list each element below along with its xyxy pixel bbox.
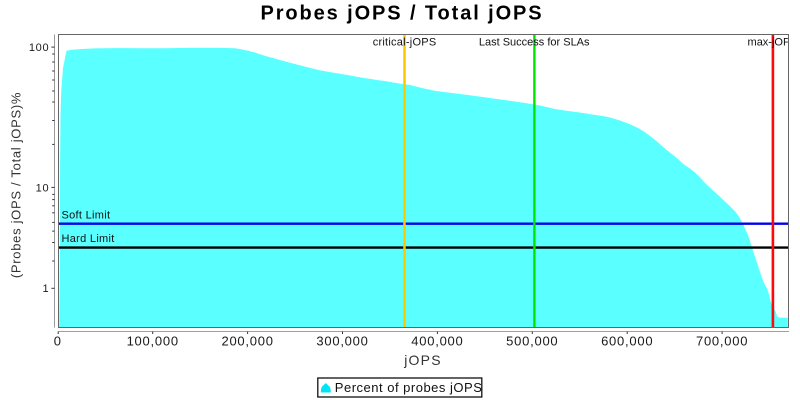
svg-text:300,000: 300,000 — [316, 334, 368, 349]
svg-text:10: 10 — [36, 182, 50, 194]
svg-text:700,000: 700,000 — [696, 334, 748, 349]
svg-text:500,000: 500,000 — [506, 334, 558, 349]
svg-text:0: 0 — [54, 334, 62, 349]
svg-text:jOPS: jOPS — [403, 352, 441, 368]
svg-text:400,000: 400,000 — [411, 334, 463, 349]
svg-text:Probes jOPS / Total jOPS: Probes jOPS / Total jOPS — [260, 2, 543, 24]
svg-text:200,000: 200,000 — [221, 334, 273, 349]
svg-text:100,000: 100,000 — [127, 334, 179, 349]
svg-text:max-jOPS: max-jOPS — [748, 36, 798, 48]
svg-text:Last Success for SLAs: Last Success for SLAs — [479, 36, 590, 48]
svg-text:100: 100 — [29, 42, 49, 54]
svg-text:(Probes jOPS / Total jOPS)%: (Probes jOPS / Total jOPS)% — [9, 92, 24, 278]
svg-text:critical-jOPS: critical-jOPS — [373, 36, 437, 48]
svg-text:Percent of probes jOPS: Percent of probes jOPS — [335, 380, 483, 395]
svg-text:600,000: 600,000 — [601, 334, 653, 349]
svg-text:Hard Limit: Hard Limit — [62, 233, 115, 245]
svg-text:1: 1 — [42, 283, 49, 295]
svg-text:Soft Limit: Soft Limit — [62, 210, 111, 222]
